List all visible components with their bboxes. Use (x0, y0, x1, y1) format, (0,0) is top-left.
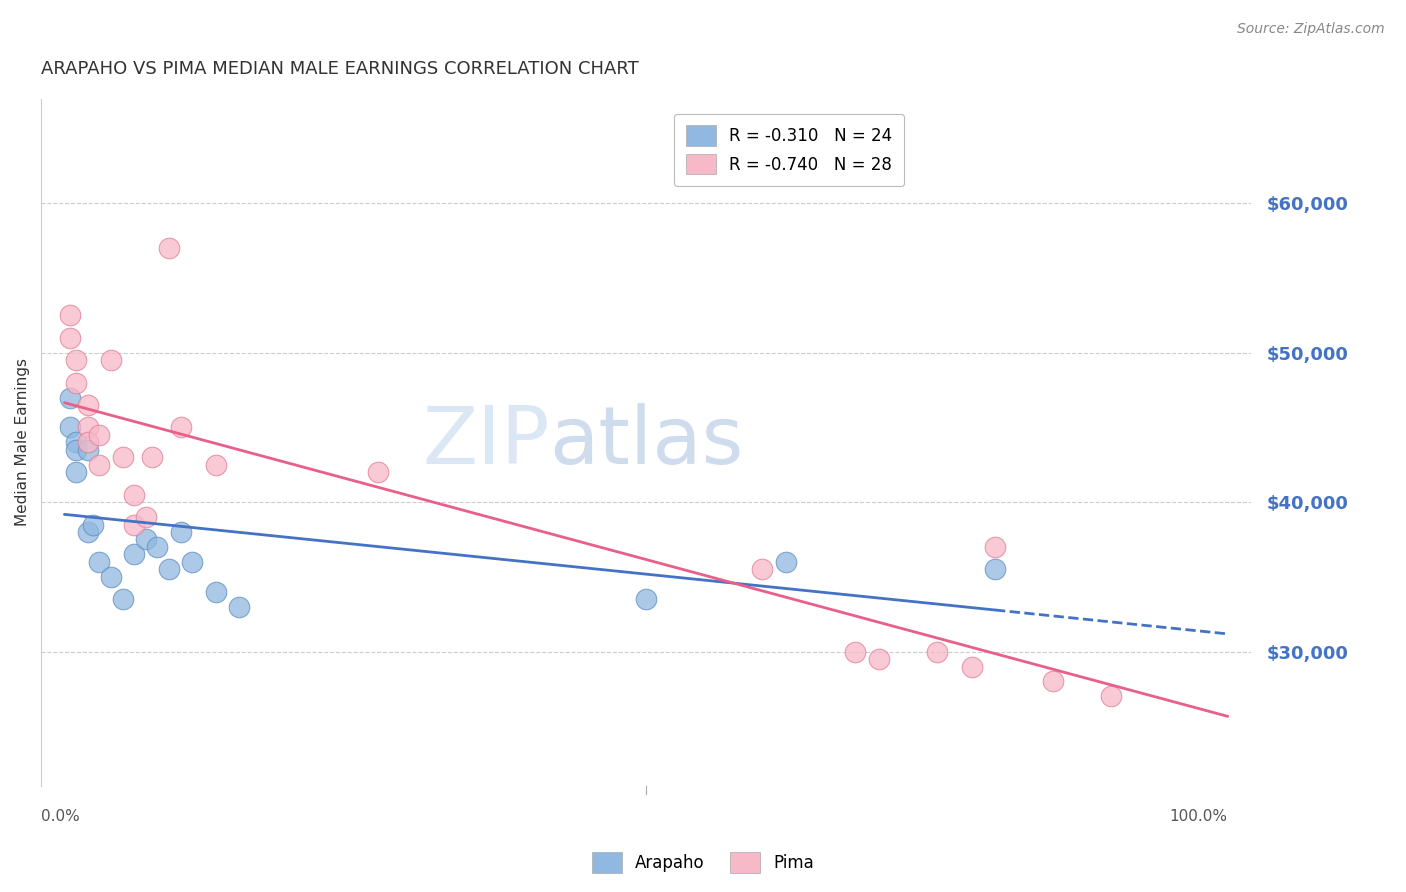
Point (925, 644, 948, 658)
Text: ZIP: ZIP (422, 403, 550, 482)
Point (122, 488, 145, 502)
Point (157, 562, 180, 576)
Point (76, 442, 98, 457)
Point (65, 376, 87, 390)
Point (984, 540, 1007, 554)
Point (76, 435, 98, 450)
Point (751, 562, 773, 576)
Point (146, 540, 169, 554)
Point (76, 524, 98, 539)
Point (984, 562, 1007, 576)
Point (59, 331, 82, 345)
Point (228, 599, 250, 614)
Point (89, 555, 111, 569)
Point (204, 458, 226, 472)
Point (76, 398, 98, 412)
Point (844, 644, 866, 658)
Point (960, 659, 983, 673)
Text: 0.0%: 0.0% (41, 808, 80, 823)
Point (135, 533, 157, 547)
Y-axis label: Median Male Earnings: Median Male Earnings (15, 359, 30, 526)
Point (135, 510, 157, 524)
Point (82, 517, 104, 532)
Text: Source: ZipAtlas.com: Source: ZipAtlas.com (1237, 22, 1385, 37)
Point (65, 465, 87, 479)
Point (100, 353, 122, 368)
Point (1042, 674, 1064, 689)
Point (89, 458, 111, 472)
Legend: Arapaho, Pima: Arapaho, Pima (585, 846, 821, 880)
Text: ARAPAHO VS PIMA MEDIAN MALE EARNINGS CORRELATION CHART: ARAPAHO VS PIMA MEDIAN MALE EARNINGS COR… (41, 60, 638, 78)
Point (367, 465, 389, 479)
Point (59, 420, 82, 434)
Point (111, 450, 134, 465)
Point (65, 435, 87, 450)
Point (59, 308, 82, 322)
Point (868, 652, 890, 666)
Point (100, 570, 122, 584)
Point (111, 592, 134, 607)
Point (634, 592, 657, 607)
Point (122, 548, 145, 562)
Point (76, 420, 98, 434)
Text: atlas: atlas (550, 403, 744, 482)
Point (170, 524, 193, 539)
Point (65, 353, 87, 368)
Point (141, 450, 163, 465)
Legend: R = -0.310   N = 24, R = -0.740   N = 28: R = -0.310 N = 24, R = -0.740 N = 28 (673, 114, 904, 186)
Point (1099, 690, 1122, 704)
Point (89, 428, 111, 442)
Point (204, 584, 226, 599)
Point (59, 391, 82, 405)
Point (181, 555, 204, 569)
Point (122, 517, 145, 532)
Point (65, 442, 87, 457)
Point (157, 241, 180, 255)
Point (775, 555, 797, 569)
Text: 100.0%: 100.0% (1170, 808, 1227, 823)
Point (170, 420, 193, 434)
